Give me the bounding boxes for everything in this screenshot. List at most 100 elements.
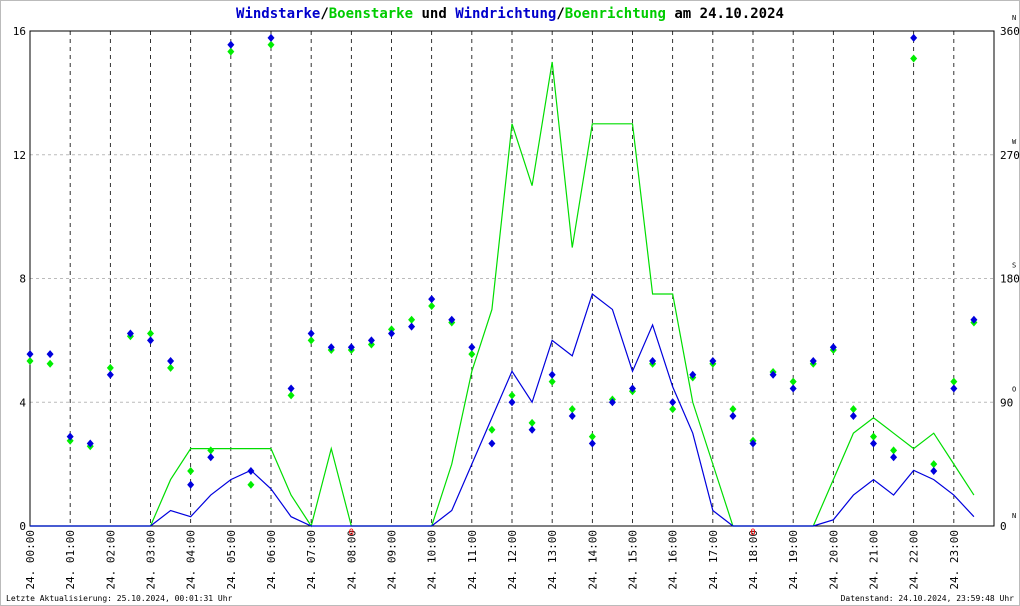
direction-point <box>106 370 114 379</box>
title-part: Boenrichtung <box>565 6 666 22</box>
title-part: Windrichtung <box>455 6 556 22</box>
y2-tick-label: 180 <box>1000 273 1020 286</box>
title-part: Windstarke <box>236 6 320 22</box>
direction-point <box>689 370 697 379</box>
direction-point <box>207 446 215 455</box>
x-tick-label: 24. 06:00 <box>265 530 278 590</box>
direction-point <box>528 418 536 427</box>
direction-point <box>287 384 295 393</box>
direction-point <box>849 405 857 414</box>
direction-point <box>870 432 877 441</box>
title-part: Boenstarke <box>329 6 413 22</box>
direction-point <box>367 336 375 345</box>
direction-point <box>649 357 657 365</box>
y2-tick-letter: N <box>1012 512 1016 520</box>
annotation: 0 <box>750 528 755 538</box>
direction-point <box>568 412 576 420</box>
x-tick-label: 24. 07:00 <box>305 530 318 590</box>
direction-point <box>147 329 154 338</box>
title-part: und <box>413 6 455 22</box>
direction-point <box>468 350 476 359</box>
y2-tick-letter: S <box>1012 262 1016 270</box>
direction-point <box>809 357 817 365</box>
direction-point <box>66 432 74 441</box>
annotation: 0 <box>349 528 354 538</box>
x-tick-label: 24. 15:00 <box>627 530 640 590</box>
direction-point <box>950 384 958 393</box>
direction-point <box>890 446 898 455</box>
y2-tick-letter: N <box>1012 14 1016 22</box>
x-tick-label: 24. 04:00 <box>185 530 198 590</box>
direction-point <box>729 412 737 420</box>
x-tick-label: 24. 14:00 <box>586 530 599 590</box>
direction-point <box>187 467 195 475</box>
series-line <box>30 292 975 527</box>
series-line <box>30 61 975 528</box>
direction-point <box>106 363 114 372</box>
direction-point <box>749 439 757 448</box>
direction-point <box>588 432 596 441</box>
direction-point <box>367 340 375 349</box>
x-tick-label: 24. 03:00 <box>145 530 158 590</box>
direction-point <box>307 329 315 338</box>
x-tick-label: 24. 16:00 <box>667 530 680 590</box>
direction-point <box>147 336 154 345</box>
direction-point <box>588 439 596 448</box>
x-tick-label: 24. 17:00 <box>707 530 720 590</box>
direction-point <box>66 436 74 445</box>
direction-point <box>388 329 395 338</box>
x-tick-label: 24. 23:00 <box>948 530 961 590</box>
direction-point <box>890 453 898 462</box>
direction-point <box>608 398 616 407</box>
direction-point <box>709 357 717 365</box>
y2-tick-label: 270 <box>1000 149 1020 162</box>
direction-point <box>46 350 54 359</box>
x-tick-label: 24. 13:00 <box>546 530 559 590</box>
direction-point <box>267 33 275 42</box>
direction-point <box>548 370 556 379</box>
y-tick-label: 16 <box>13 25 26 38</box>
x-tick-label: 24. 00:00 <box>24 530 37 590</box>
direction-point <box>126 329 134 338</box>
direction-point <box>488 439 496 448</box>
y2-tick-label: 0 <box>1000 520 1007 533</box>
x-tick-label: 24. 09:00 <box>386 530 399 590</box>
direction-point <box>488 425 496 434</box>
direction-point <box>930 460 938 469</box>
direction-point <box>167 357 175 365</box>
direction-point <box>26 357 34 365</box>
direction-point <box>548 377 556 386</box>
x-tick-label: 24. 08:00 <box>345 530 358 590</box>
x-tick-label: 24. 01:00 <box>64 530 77 590</box>
y-tick-label: 12 <box>13 149 26 162</box>
direction-point <box>669 398 677 407</box>
direction-point <box>227 40 235 49</box>
y-tick-label: 4 <box>19 396 26 409</box>
direction-point <box>187 480 195 489</box>
direction-point <box>729 405 737 414</box>
direction-point <box>950 377 958 386</box>
x-tick-label: 24. 21:00 <box>868 530 881 590</box>
y2-tick-label: 90 <box>1000 396 1013 409</box>
x-tick-label: 24. 10:00 <box>426 530 439 590</box>
x-tick-label: 24. 05:00 <box>225 530 238 590</box>
direction-point <box>227 47 235 56</box>
direction-point <box>468 343 476 352</box>
title-part: / <box>320 6 328 22</box>
y2-tick-letter: W <box>1012 138 1017 146</box>
direction-point <box>167 363 175 372</box>
direction-point <box>448 315 456 324</box>
direction-point <box>829 343 837 352</box>
plot-frame <box>29 30 995 527</box>
x-tick-label: 24. 11:00 <box>466 530 479 590</box>
direction-point <box>428 295 436 304</box>
title-part: am 24.10.2024 <box>666 6 784 22</box>
direction-point <box>388 325 395 334</box>
x-tick-label: 24. 12:00 <box>506 530 519 590</box>
direction-point <box>930 467 938 475</box>
direction-point <box>910 33 918 42</box>
y-tick-label: 8 <box>19 273 26 286</box>
x-tick-label: 24. 22:00 <box>908 530 921 590</box>
